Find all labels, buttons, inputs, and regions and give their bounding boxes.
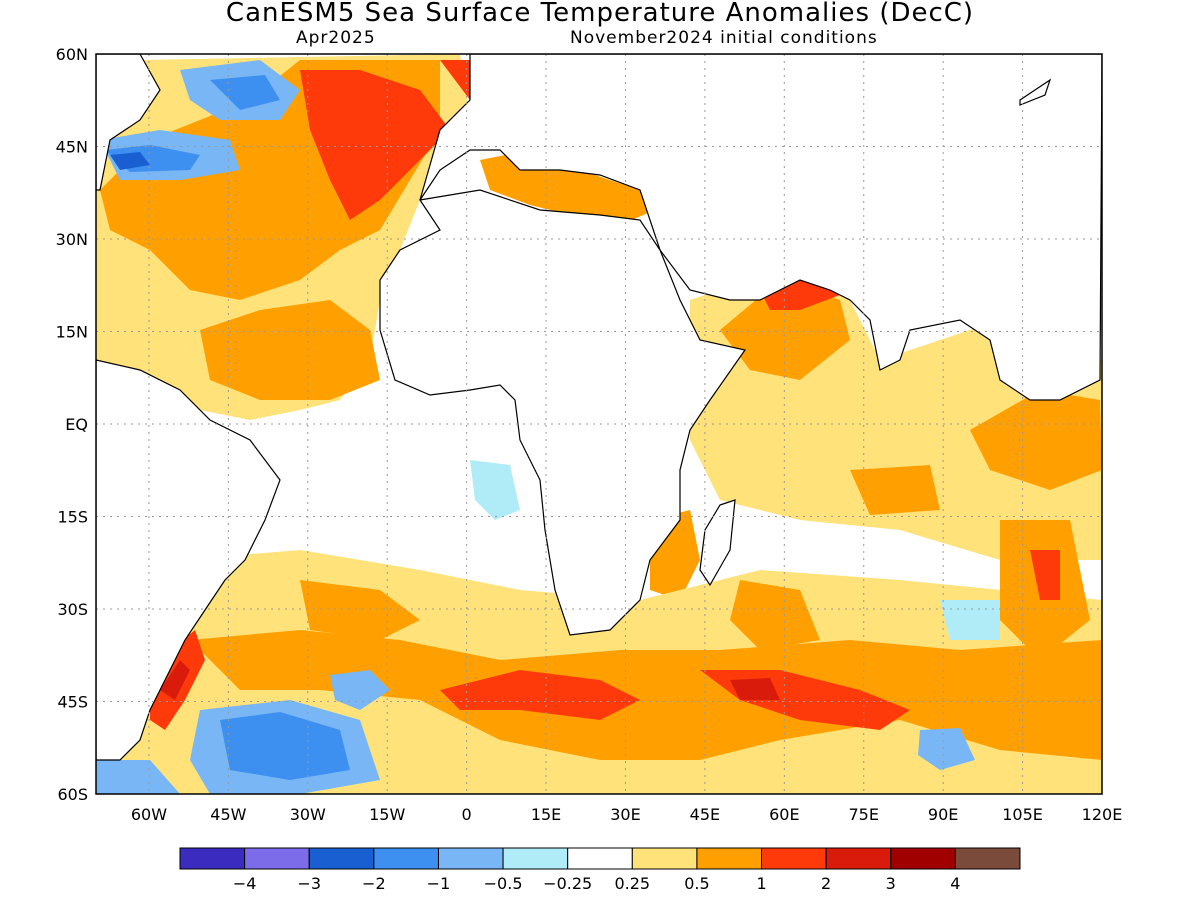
longitude-label: 90E: [928, 805, 958, 824]
colorbar-swatch: [825, 847, 892, 870]
longitude-label: 0: [462, 805, 472, 824]
map-frame: [95, 53, 1103, 795]
anomaly-region: [110, 152, 150, 170]
forecast-month: Apr2025: [296, 28, 376, 48]
longitude-label: 45E: [690, 805, 720, 824]
anomaly-region: [970, 390, 1102, 490]
latitude-labels: 60N 45N 30N 15N EQ 15S 30S 45S 60S: [56, 45, 88, 804]
anomaly-region: [300, 580, 420, 640]
continent-africa: [379, 189, 747, 636]
colorbar-label: 4: [950, 874, 960, 893]
longitude-label: 60E: [769, 805, 799, 824]
colorbar-swatch: [631, 847, 698, 870]
colorbar-swatch: [890, 847, 956, 870]
continent-south-america: [96, 359, 281, 761]
anomaly-region: [300, 70, 450, 220]
longitude-label: 75E: [849, 805, 879, 824]
colorbar-swatch: [567, 847, 633, 870]
colorbar-swatch: [373, 847, 439, 870]
colorbar-label: 3: [886, 874, 896, 893]
anomaly-region: [730, 580, 820, 650]
initial-conditions: November2024 initial conditions: [570, 28, 878, 48]
island-greenland-edge: [1019, 78, 1052, 106]
colorbar-swatch: [696, 847, 763, 870]
latitude-label: EQ: [65, 415, 88, 434]
anomaly-region: [940, 600, 1000, 640]
anomaly-region: [210, 75, 280, 110]
map-title: CanESM5 Sea Surface Temperature Anomalie…: [225, 0, 975, 28]
anomaly-region: [96, 760, 180, 794]
anomaly-region: [190, 630, 1102, 760]
continent-africa-eurasia: [419, 54, 1102, 401]
anomaly-region: [730, 678, 780, 700]
anomaly-region: [220, 712, 350, 780]
anomaly-region: [720, 280, 850, 380]
colorbar-label: −4: [233, 874, 257, 893]
longitude-label: 30W: [290, 805, 326, 824]
land-masses: [96, 54, 1102, 761]
latitude-label: 60N: [56, 45, 88, 64]
colorbar-label: 2: [821, 874, 831, 893]
colorbar-swatch: [179, 847, 246, 870]
colorbar: −4 −3 −2 −1 −0.5 −0.25 0.25 0.5 1 2 3 4: [179, 847, 1021, 893]
longitude-label: 45W: [210, 805, 246, 824]
colorbar-swatch: [244, 847, 310, 870]
colorbar-label: −1: [427, 874, 451, 893]
colorbar-label: −0.5: [484, 874, 523, 893]
anomaly-region: [470, 460, 520, 520]
anomaly-region: [330, 670, 390, 710]
anomaly-region: [200, 300, 380, 400]
colorbar-swatch: [761, 847, 827, 870]
longitude-label: 15W: [369, 805, 405, 824]
colorbar-label: 0.25: [614, 874, 650, 893]
latitude-label: 30S: [57, 600, 88, 619]
colorbar-label: −2: [362, 874, 386, 893]
colorbar-label: −3: [297, 874, 321, 893]
colorbar-swatch: [502, 847, 569, 870]
longitude-label: 15E: [531, 805, 561, 824]
colorbar-label: −0.25: [543, 874, 592, 893]
anomaly-region: [160, 660, 190, 700]
colorbar-swatch: [308, 847, 375, 870]
latitude-label: 30N: [56, 230, 88, 249]
anomaly-region: [918, 728, 975, 770]
colorbar-swatch: [954, 847, 1021, 870]
longitude-labels: 60W 45W 30W 15W 0 15E 30E 45E 60E 75E 90E 105E 120E: [131, 805, 1122, 824]
anomaly-region: [1030, 550, 1060, 600]
anomaly-region: [850, 465, 940, 515]
longitude-label: 105E: [1002, 805, 1043, 824]
latitude-label: 45N: [56, 138, 88, 157]
colorbar-label: 0.5: [684, 874, 709, 893]
latitude-label: 45S: [57, 693, 88, 712]
longitude-label: 120E: [1082, 805, 1123, 824]
anomaly-region: [440, 670, 640, 720]
longitude-label: 60W: [131, 805, 167, 824]
latitude-label: 60S: [57, 785, 88, 804]
colorbar-label: 1: [756, 874, 766, 893]
longitude-label: 30E: [610, 805, 640, 824]
latitude-label: 15N: [56, 323, 88, 342]
latitude-label: 15S: [57, 508, 88, 527]
colorbar-swatch: [437, 847, 504, 870]
